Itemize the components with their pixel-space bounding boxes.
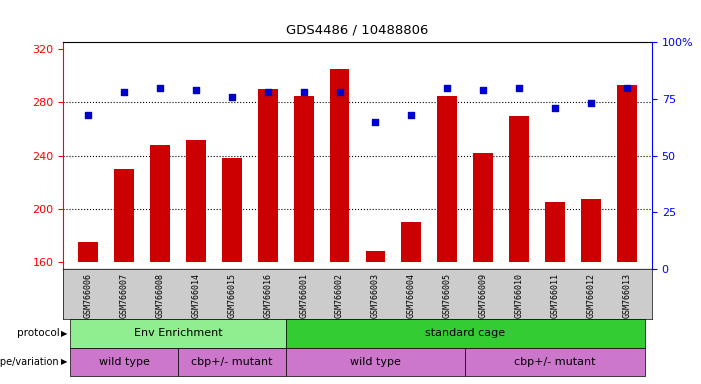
Bar <box>366 252 386 262</box>
Text: GSM766005: GSM766005 <box>443 273 451 318</box>
Point <box>442 84 453 91</box>
Text: GSM766010: GSM766010 <box>515 273 524 318</box>
Point <box>262 89 273 95</box>
FancyBboxPatch shape <box>465 348 645 376</box>
Bar <box>437 96 457 262</box>
Text: GSM766006: GSM766006 <box>83 273 93 318</box>
Text: GSM766007: GSM766007 <box>120 273 128 318</box>
Bar <box>402 222 421 262</box>
Bar <box>114 169 134 262</box>
Point <box>477 87 489 93</box>
Text: GSM766002: GSM766002 <box>335 273 344 318</box>
FancyBboxPatch shape <box>286 319 645 348</box>
Point <box>226 94 238 100</box>
Point <box>118 89 130 95</box>
FancyBboxPatch shape <box>70 319 286 348</box>
FancyBboxPatch shape <box>178 348 286 376</box>
Bar <box>186 139 206 262</box>
Point <box>621 84 632 91</box>
Text: GSM766008: GSM766008 <box>156 273 165 318</box>
Text: genotype/variation: genotype/variation <box>0 357 60 367</box>
Point <box>298 89 309 95</box>
Text: GSM766003: GSM766003 <box>371 273 380 318</box>
Text: GSM766009: GSM766009 <box>479 273 488 318</box>
Bar <box>222 158 242 262</box>
Bar <box>545 202 565 262</box>
Point <box>83 112 94 118</box>
Text: standard cage: standard cage <box>426 328 505 338</box>
Text: cbp+/- mutant: cbp+/- mutant <box>191 357 273 367</box>
Bar <box>150 145 170 262</box>
Point <box>406 112 417 118</box>
Bar <box>509 116 529 262</box>
Bar <box>258 89 278 262</box>
Bar <box>294 96 313 262</box>
Bar <box>329 69 349 262</box>
Text: Env Enrichment: Env Enrichment <box>134 328 222 338</box>
Text: wild type: wild type <box>99 357 149 367</box>
Text: GSM766014: GSM766014 <box>191 273 200 318</box>
Bar <box>473 153 493 262</box>
Text: protocol: protocol <box>17 328 60 338</box>
Text: cbp+/- mutant: cbp+/- mutant <box>515 357 596 367</box>
Point <box>154 84 165 91</box>
Text: ▶: ▶ <box>61 329 67 338</box>
Text: GSM766001: GSM766001 <box>299 273 308 318</box>
Point <box>550 105 561 111</box>
Point <box>191 87 202 93</box>
Bar <box>617 85 637 262</box>
Text: GDS4486 / 10488806: GDS4486 / 10488806 <box>286 23 429 36</box>
Text: wild type: wild type <box>350 357 401 367</box>
FancyBboxPatch shape <box>286 348 465 376</box>
Point <box>513 84 524 91</box>
Point <box>334 89 345 95</box>
Text: GSM766004: GSM766004 <box>407 273 416 318</box>
Bar <box>581 200 601 262</box>
Point <box>370 118 381 124</box>
Text: GSM766011: GSM766011 <box>550 273 559 318</box>
Text: GSM766012: GSM766012 <box>587 273 595 318</box>
Bar <box>79 242 98 262</box>
Text: GSM766015: GSM766015 <box>227 273 236 318</box>
Text: ▶: ▶ <box>61 358 67 366</box>
FancyBboxPatch shape <box>70 348 178 376</box>
Point <box>585 100 597 106</box>
Text: GSM766016: GSM766016 <box>264 273 272 318</box>
Text: GSM766013: GSM766013 <box>622 273 632 318</box>
